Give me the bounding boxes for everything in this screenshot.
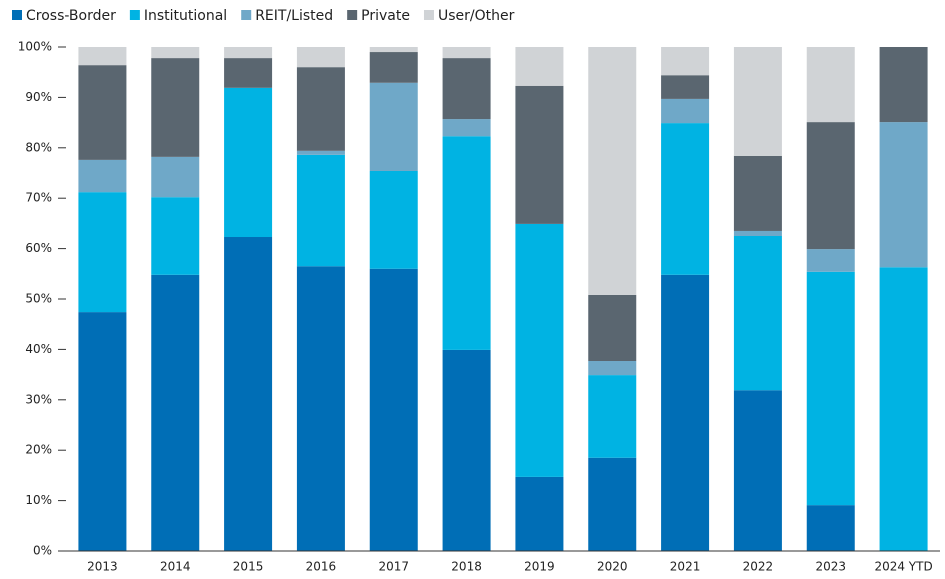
x-tick-label: 2016 <box>306 560 337 574</box>
x-tick-label: 2014 <box>160 560 191 574</box>
bar-segment <box>296 67 345 151</box>
x-tick-label: 2018 <box>451 560 482 574</box>
y-tick-label: 30% <box>25 392 52 406</box>
bar-segment <box>369 47 418 53</box>
bar-segment <box>806 505 855 551</box>
y-tick-label: 90% <box>25 90 52 104</box>
x-tick-label: 2024 YTD <box>874 560 932 574</box>
bar-segment <box>879 122 928 268</box>
y-tick-label: 60% <box>25 241 52 255</box>
bar-segment <box>806 47 855 123</box>
bar-segment <box>515 85 564 224</box>
bar-segment <box>879 47 928 123</box>
bar-segment <box>733 155 782 231</box>
bar-segment <box>151 58 200 157</box>
bar-segment <box>588 457 637 551</box>
bar-segment <box>224 87 273 238</box>
bar-segment <box>224 58 273 88</box>
bar-segment <box>806 249 855 272</box>
bar-segment <box>151 197 200 275</box>
bar-segment <box>369 268 418 551</box>
bar-segment <box>442 58 491 120</box>
bar-segment <box>806 271 855 506</box>
bar-segment <box>661 123 710 275</box>
bar-segment <box>78 159 127 193</box>
bar-segment <box>296 266 345 551</box>
bar-segment <box>733 236 782 391</box>
legend-label: Institutional <box>144 8 227 24</box>
bar-segment <box>369 52 418 83</box>
y-tick-label: 20% <box>25 443 52 457</box>
bar-segment <box>151 274 200 551</box>
bar-segment <box>515 223 564 477</box>
x-tick-label: 2015 <box>233 560 264 574</box>
bar-segment <box>661 47 710 76</box>
y-tick-label: 40% <box>25 342 52 356</box>
bar-segment <box>733 230 782 236</box>
x-tick-label: 2017 <box>378 560 409 574</box>
bar-segment <box>442 136 491 350</box>
bar-segment <box>588 47 637 295</box>
y-tick-label: 100% <box>18 40 52 54</box>
y-tick-label: 0% <box>33 544 52 558</box>
x-tick-label: 2013 <box>87 560 118 574</box>
legend-swatch <box>241 10 252 20</box>
bar-segment <box>296 154 345 267</box>
bar-segment <box>369 82 418 171</box>
x-tick-label: 2019 <box>524 560 555 574</box>
bar-segment <box>588 294 637 361</box>
bar-segment <box>151 156 200 198</box>
bar-segment <box>515 47 564 86</box>
bar-segment <box>442 349 491 551</box>
bar-segment <box>806 122 855 250</box>
legend-swatch <box>12 10 22 20</box>
bar-segment <box>296 47 345 68</box>
legend-swatch <box>129 10 140 20</box>
bar-segment <box>733 390 782 551</box>
legend-swatch <box>423 10 434 20</box>
bar-segment <box>661 274 710 551</box>
legend-label: Cross-Border <box>26 8 116 24</box>
bar-segment <box>224 237 273 551</box>
y-tick-label: 50% <box>25 292 52 306</box>
bar-segment <box>296 150 345 155</box>
legend-swatch <box>347 10 358 20</box>
bar-segment <box>78 192 127 313</box>
bar-segment <box>588 375 637 458</box>
bar-segment <box>515 476 564 551</box>
legend-label: User/Other <box>438 8 515 24</box>
bar-segment <box>369 170 418 269</box>
bar-segment <box>879 267 928 551</box>
bar-segment <box>661 75 710 99</box>
bar-segment <box>442 47 491 59</box>
bar-segment <box>733 47 782 156</box>
bar-segment <box>661 98 710 124</box>
y-tick-label: 10% <box>25 493 52 507</box>
bar-segment <box>78 312 127 551</box>
x-tick-label: 2021 <box>670 560 701 574</box>
x-tick-label: 2023 <box>815 560 846 574</box>
bar-segment <box>588 360 637 376</box>
bar-segment <box>442 119 491 137</box>
legend-label: REIT/Listed <box>255 8 333 24</box>
legend-label: Private <box>361 8 410 24</box>
y-tick-label: 70% <box>25 191 52 205</box>
x-tick-label: 2022 <box>743 560 774 574</box>
bar-segment <box>151 47 200 59</box>
y-tick-label: 80% <box>25 140 52 154</box>
bar-segment <box>78 47 127 66</box>
bar-segment <box>78 65 127 160</box>
bar-segment <box>224 47 273 59</box>
x-tick-label: 2020 <box>597 560 628 574</box>
